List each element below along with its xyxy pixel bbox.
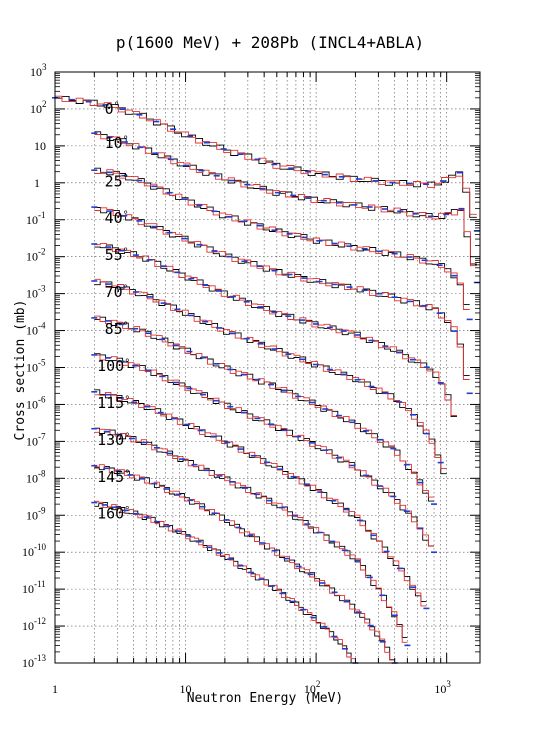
x-axis-title: Neutron Energy (MeV) bbox=[187, 691, 344, 706]
y-tick-label: 102 bbox=[30, 99, 47, 116]
y-tick-label: 10-11 bbox=[22, 579, 46, 596]
angle-label-0: 0° bbox=[105, 100, 120, 118]
y-tick-label: 10-12 bbox=[22, 616, 46, 633]
model-histogram-black-0 bbox=[55, 95, 477, 218]
y-tick-label: 10-10 bbox=[22, 542, 46, 559]
angle-label-25: 25° bbox=[105, 172, 129, 190]
angle-label-85: 85° bbox=[105, 320, 129, 338]
y-tick-label: 10-1 bbox=[26, 210, 46, 227]
model-histogram-black-115 bbox=[94, 389, 427, 602]
y-tick-label: 10-8 bbox=[26, 468, 46, 485]
model-histogram-red-25 bbox=[94, 169, 470, 310]
y-tick-label: 10-9 bbox=[26, 505, 46, 522]
angle-label-130: 130° bbox=[97, 431, 130, 449]
y-tick-label: 10-13 bbox=[22, 653, 46, 670]
model-histogram-red-0 bbox=[55, 95, 477, 215]
model-histogram-red-70 bbox=[94, 278, 447, 470]
angle-label-160: 160° bbox=[97, 505, 130, 523]
model-histogram-black-145 bbox=[94, 465, 395, 661]
y-tick-label: 10-3 bbox=[26, 284, 46, 301]
axis-ticks: 1 10 102 10310-1310-1210-1110-1010-910-810-… bbox=[22, 62, 480, 696]
x-tick-label: 1 bbox=[52, 682, 58, 696]
grid bbox=[55, 72, 480, 663]
model-histogram-black-70 bbox=[94, 281, 447, 475]
y-tick-label: 10-6 bbox=[26, 394, 46, 411]
chart-title: p(1600 MeV) + 208Pb (INCL4+ABLA) bbox=[116, 33, 424, 52]
model-histogram-black-130 bbox=[94, 427, 408, 638]
y-tick-label: 10-4 bbox=[26, 321, 46, 338]
angle-label-40: 40° bbox=[105, 209, 129, 227]
angle-labels: 0° 10° 25° 40° 55° 70° 85° 100° 115° 130° 145° 160° bbox=[97, 100, 130, 523]
y-tick-label: 10 bbox=[34, 139, 46, 153]
angle-label-115: 115° bbox=[97, 394, 130, 412]
angle-label-145: 145° bbox=[97, 468, 130, 486]
y-tick-label: 10-5 bbox=[26, 358, 46, 375]
model-histogram-black-10 bbox=[94, 131, 477, 265]
angle-label-100: 100° bbox=[97, 357, 130, 375]
y-tick-label: 10-7 bbox=[26, 431, 46, 448]
model-histogram-red-115 bbox=[94, 391, 427, 607]
x-tick-label: 102 bbox=[304, 679, 321, 696]
angle-label-55: 55° bbox=[105, 246, 129, 264]
model-histogram-black-160 bbox=[94, 501, 356, 664]
angle-label-70: 70° bbox=[105, 283, 129, 301]
y-tick-label: 103 bbox=[30, 62, 47, 79]
model-histogram-red-160 bbox=[94, 500, 356, 660]
y-tick-label: 1 bbox=[34, 176, 40, 190]
model-histogram-red-145 bbox=[94, 464, 395, 661]
experimental-data-points bbox=[52, 97, 480, 664]
x-tick-label: 103 bbox=[434, 679, 451, 696]
x-tick-label: 10 bbox=[180, 682, 192, 696]
model-histogram-red-40 bbox=[94, 207, 470, 380]
angle-label-10: 10° bbox=[105, 134, 129, 152]
y-axis-title: Cross section (mb) bbox=[13, 300, 28, 441]
y-tick-label: 10-2 bbox=[26, 247, 46, 264]
model-histogram-black-25 bbox=[94, 167, 470, 305]
model-histogram-red-130 bbox=[94, 428, 408, 643]
